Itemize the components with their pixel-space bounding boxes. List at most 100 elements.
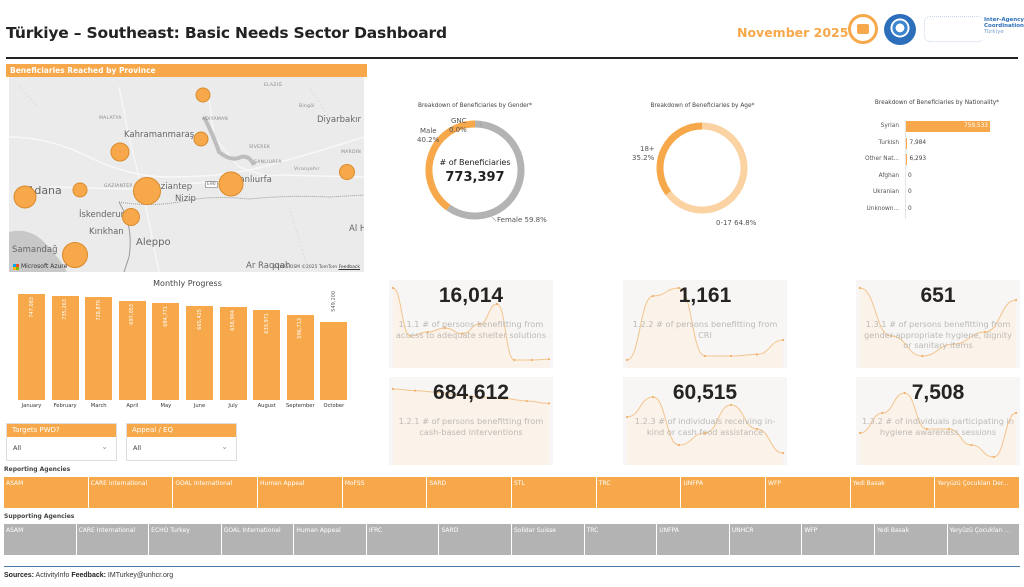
sparkline-point [436, 391, 439, 394]
province-bubble-gaziantep[interactable] [133, 177, 161, 205]
agency-tile[interactable]: TRC [596, 477, 682, 508]
agency-tile[interactable]: MoFSS [342, 477, 428, 508]
donut-slice-0-17[interactable] [665, 122, 748, 214]
agency-tile[interactable]: ASAM [4, 477, 89, 508]
agency-tile[interactable]: UNHCR [729, 524, 803, 555]
sparkline-point [781, 451, 785, 455]
monthly-bar[interactable] [253, 310, 281, 400]
month-axis-label: February [53, 403, 77, 409]
province-bubble-kahramanmaras[interactable] [110, 142, 130, 162]
province-bubble-osmaniye[interactable] [72, 182, 88, 198]
sources-value: ActivityInfo [35, 572, 70, 579]
map-title: Beneficiaries Reached by Province [6, 64, 367, 77]
monthly-bar-label: 665,425 [196, 308, 203, 330]
sparkline-point [414, 389, 417, 392]
agency-tile[interactable]: WFP [802, 524, 875, 555]
feedback-email[interactable]: IMTurkey@unhcr.org [107, 572, 174, 579]
sparkline-point [426, 330, 429, 334]
kpi-description: 1.3.1 # of persons benefitting from gend… [864, 319, 1012, 350]
agency-tile[interactable]: Yeryüzü Çocukları Der... [935, 477, 1021, 508]
agency-tile[interactable]: Human Appeal [294, 524, 367, 555]
sparkline-point [458, 394, 461, 397]
sparkline-point [903, 391, 906, 395]
agency-tile[interactable]: Yedi Basak [850, 477, 936, 508]
nationality-bar[interactable] [905, 121, 990, 132]
agency-tile[interactable]: IFRC [366, 524, 440, 555]
province-map[interactable]: ELAZIĞ Bingöl Diyarbakır MALATYA ADIYAMA… [9, 77, 364, 272]
agency-tile[interactable]: UNFPA [657, 524, 730, 555]
nationality-value: 7,984 [909, 139, 927, 146]
kpi-card-cri: 1,161 1.2.2 # of persons benefitting fro… [623, 280, 787, 368]
agency-tile[interactable]: Human Appeal [258, 477, 343, 508]
basic-needs-sector-logo [848, 14, 878, 44]
province-bubble-hatay[interactable] [62, 242, 88, 268]
reporting-agencies-slicer: ASAM CARE International GOAL International… [4, 477, 1021, 508]
province-bubble-kilis[interactable] [122, 208, 140, 226]
leader-line-female [491, 216, 497, 222]
sparkline-point [992, 455, 995, 459]
appeal-eq-dropdown[interactable]: All ⌄ [133, 442, 228, 452]
agency-tile[interactable]: ECHO Turkey [149, 524, 222, 555]
province-bubble-sanliurfa[interactable] [218, 171, 244, 197]
monthly-bar-label: 684,771 [162, 305, 169, 327]
sparkline-point [478, 322, 481, 326]
chevron-down-icon: ⌄ [221, 442, 228, 451]
sparkline-point [513, 358, 516, 362]
kpi-card-cash: 684,612 1.2.1 # of persons benefitting f… [389, 377, 553, 465]
monthly-bar[interactable] [219, 306, 247, 400]
kpi-sparkline [625, 395, 785, 465]
agency-tile[interactable]: Yeryüzü Çocukları ... [947, 524, 1021, 555]
nationality-row: Syrian 759,533 [855, 120, 1015, 132]
monthly-bar[interactable] [186, 305, 213, 400]
monthly-bar[interactable] [51, 295, 79, 400]
province-bubble-malatya[interactable] [195, 87, 211, 103]
province-bubble-adana[interactable] [13, 185, 37, 209]
border-line [118, 201, 131, 272]
agency-tile[interactable]: STL [512, 477, 597, 508]
monthly-bar-label: 658,904 [230, 309, 237, 331]
monthly-bar[interactable] [18, 294, 45, 400]
agency-tile[interactable]: TRC [584, 524, 658, 555]
nationality-label: Ukranian [872, 189, 899, 195]
agency-tile[interactable]: WFP [766, 477, 851, 508]
donut-slice-18-[interactable] [656, 122, 703, 196]
kpi-card-hygiene-items: 651 1.3.1 # of persons benefitting from … [856, 280, 1020, 368]
agency-tile[interactable]: UNFPA [681, 477, 767, 508]
donut-slice-female[interactable] [446, 120, 525, 220]
agency-tile[interactable]: SARD [427, 477, 513, 508]
agency-tile[interactable]: CARE International [76, 524, 150, 555]
kpi-description: 1.2.2 # of persons benefitting from CRI [632, 319, 778, 340]
inter-agency-coordination-logo: Inter-Agency Coordination Türkiye [984, 17, 1024, 35]
sparkline-point [651, 294, 655, 298]
monthly-bar-label: 549,200 [330, 291, 337, 312]
map-feedback-link[interactable]: Feedback [338, 265, 360, 270]
sparkline-point [495, 302, 499, 306]
sparkline-point [921, 354, 924, 358]
kpi-sparkline [858, 391, 1018, 465]
donut-slice-male[interactable] [425, 120, 476, 211]
agency-tile[interactable]: ASAM [4, 524, 77, 555]
chevron-down-icon: ⌄ [101, 442, 108, 451]
sparkline-point [881, 411, 884, 415]
month-axis-label: October [323, 403, 345, 409]
monthly-bar[interactable] [85, 296, 113, 400]
province-bubble-mardin[interactable] [339, 164, 355, 180]
agency-tile[interactable]: CARE International [88, 477, 174, 508]
monthly-bar[interactable] [118, 301, 146, 400]
agency-tile[interactable]: Solidar Suisse [512, 524, 585, 555]
sparkline-area [860, 288, 1016, 368]
road [208, 96, 270, 178]
monthly-bar[interactable] [286, 315, 314, 400]
filter-appeal-eq[interactable]: Appeal / EQ All ⌄ [126, 423, 237, 461]
agency-tile[interactable]: GOAL International [221, 524, 295, 555]
agency-tile[interactable]: GOAL International [173, 477, 259, 508]
sparkline-point [503, 397, 506, 400]
monthly-bar[interactable] [320, 322, 348, 400]
agency-tile[interactable]: SARD [439, 524, 513, 555]
filter-targets-pwd[interactable]: Targets PWD? All ⌄ [6, 423, 117, 461]
targets-pwd-dropdown[interactable]: All ⌄ [13, 442, 108, 452]
monthly-bar[interactable] [152, 302, 180, 400]
map-background [9, 86, 364, 272]
province-bubble-adiyaman[interactable] [193, 131, 209, 147]
agency-tile[interactable]: Yedi Basak [874, 524, 948, 555]
